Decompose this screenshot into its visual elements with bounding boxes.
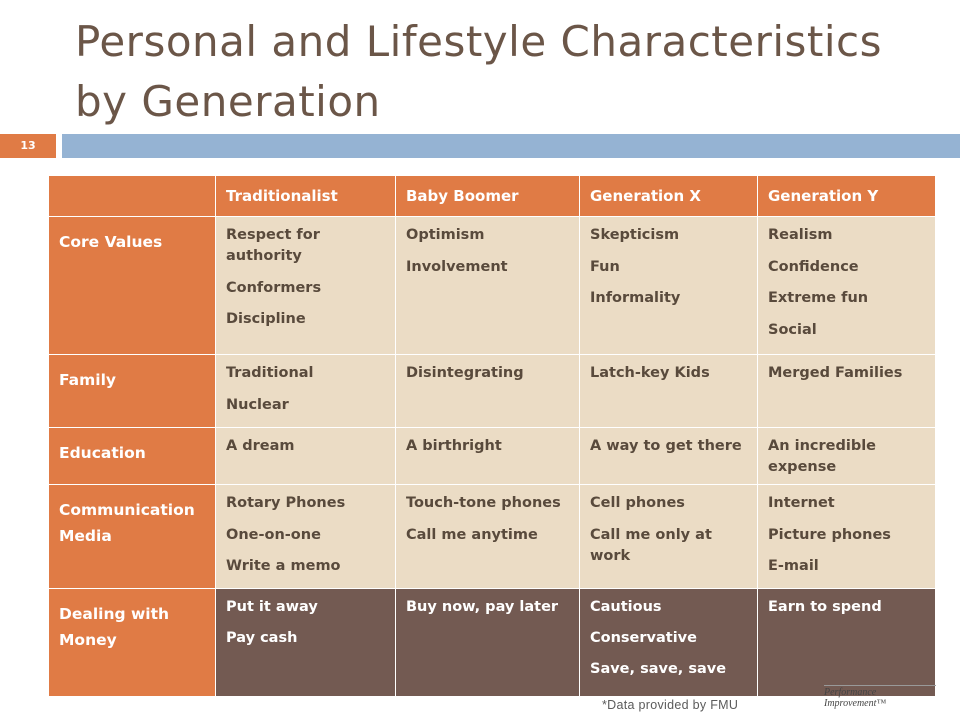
column-header-generation-x: Generation X <box>579 175 758 217</box>
column-header-baby-boomer: Baby Boomer <box>395 175 580 217</box>
table-row-family: Family Traditional Nuclear Disintegratin… <box>48 354 936 428</box>
cell-communication-generation-x: Cell phones Call me only at work <box>579 484 758 589</box>
cell-family-baby-boomer: Disintegrating <box>395 354 580 428</box>
header-rule-bar <box>62 134 960 158</box>
table-row-education: Education A dream A birthright A way to … <box>48 427 936 485</box>
slide-title: Personal and Lifestyle Characteristics b… <box>75 12 935 132</box>
cell-education-generation-y: An incredible expense <box>757 427 936 485</box>
column-header-traditionalist: Traditionalist <box>215 175 396 217</box>
cell-communication-traditionalist: Rotary Phones One-on-one Write a memo <box>215 484 396 589</box>
row-header-communication-media: Communication Media <box>48 484 216 589</box>
cell-family-generation-x: Latch-key Kids <box>579 354 758 428</box>
cell-education-baby-boomer: A birthright <box>395 427 580 485</box>
slide-title-line1: Personal and Lifestyle Characteristics <box>75 17 883 66</box>
table-corner-cell <box>48 175 216 217</box>
cell-communication-generation-y: Internet Picture phones E-mail <box>757 484 936 589</box>
cell-education-generation-x: A way to get there <box>579 427 758 485</box>
cell-family-traditionalist: Traditional Nuclear <box>215 354 396 428</box>
generation-table: Traditionalist Baby Boomer Generation X … <box>48 175 936 697</box>
slide-number: 13 <box>0 134 56 158</box>
column-header-generation-y: Generation Y <box>757 175 936 217</box>
cell-education-traditionalist: A dream <box>215 427 396 485</box>
cell-money-baby-boomer: Buy now, pay later <box>395 587 580 697</box>
performance-improvement-logo: Performance Improvement™ <box>824 685 936 709</box>
cell-communication-baby-boomer: Touch-tone phones Call me anytime <box>395 484 580 589</box>
cell-money-generation-y: Earn to spend <box>757 587 936 697</box>
table-row-communication-media: Communication Media Rotary Phones One-on… <box>48 484 936 589</box>
row-header-family: Family <box>48 354 216 428</box>
table-row-dealing-with-money: Dealing with Money Put it away Pay cash … <box>48 587 936 697</box>
table-row-core-values: Core Values Respect for authority Confor… <box>48 216 936 355</box>
cell-core-values-generation-y: Realism Confidence Extreme fun Social <box>757 216 936 355</box>
cell-money-traditionalist: Put it away Pay cash <box>215 587 396 697</box>
cell-family-generation-y: Merged Families <box>757 354 936 428</box>
footnote: *Data provided by FMU <box>602 698 739 712</box>
row-header-core-values: Core Values <box>48 216 216 355</box>
cell-core-values-traditionalist: Respect for authority Conformers Discipl… <box>215 216 396 355</box>
row-header-dealing-with-money: Dealing with Money <box>48 587 216 697</box>
cell-money-generation-x: Cautious Conservative Save, save, save <box>579 587 758 697</box>
row-header-education: Education <box>48 427 216 485</box>
table-header-row: Traditionalist Baby Boomer Generation X … <box>48 175 936 217</box>
cell-core-values-generation-x: Skepticism Fun Informality <box>579 216 758 355</box>
slide-title-line2: by Generation <box>75 77 381 126</box>
cell-core-values-baby-boomer: Optimism Involvement <box>395 216 580 355</box>
